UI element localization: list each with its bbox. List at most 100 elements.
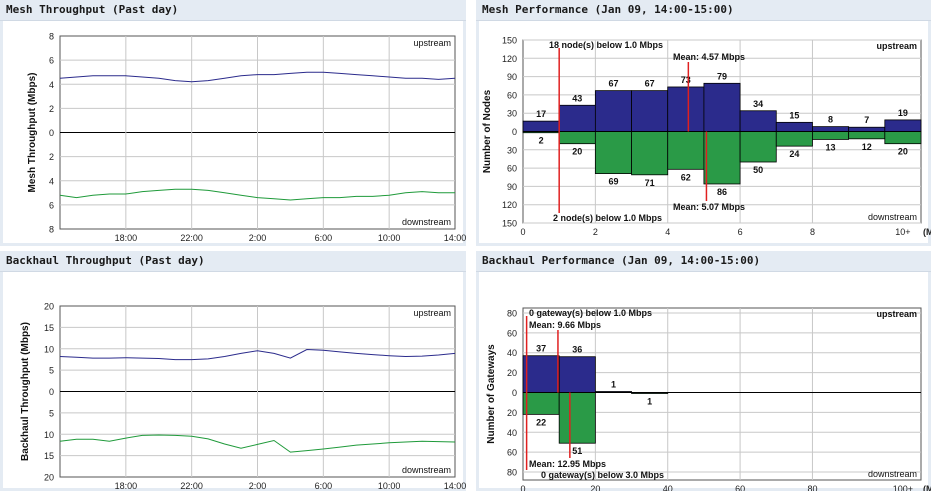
y-tick-label: 6 (49, 56, 54, 66)
upstream-bar (594, 90, 632, 132)
downstream-value-label: 12 (862, 142, 872, 152)
panel-title: Mesh Performance (Jan 09, 14:00-15:00) (482, 3, 734, 16)
panel-title: Mesh Throughput (Past day) (6, 3, 179, 16)
x-tick-label: 2:00 (249, 481, 267, 491)
upstream-value-label: 67 (645, 79, 655, 89)
y-axis-label: Number of Gateways (486, 344, 497, 444)
downstream-value-label: 2 (539, 136, 544, 146)
y-tick-label: 20 (44, 473, 54, 483)
x-tick-label: 60 (735, 484, 745, 491)
x-tick-label: 4 (665, 227, 670, 237)
downstream-value-label: 22 (536, 417, 546, 427)
downstream-value-label: 20 (572, 147, 582, 157)
upstream-mean-text: Mean: 9.66 Mbps (529, 320, 601, 330)
downstream-below-threshold-text: 2 node(s) below 1.0 Mbps (553, 213, 662, 223)
upstream-bar (703, 82, 741, 132)
downstream-value-label: 62 (681, 172, 691, 182)
panel-title: Backhaul Performance (Jan 09, 14:00-15:0… (482, 254, 761, 267)
panel-header: Backhaul Throughput (Past day) (0, 251, 466, 272)
upstream-value-label: 15 (789, 110, 799, 120)
downstream-bar (812, 131, 850, 140)
y-axis-label: Number of Nodes (482, 89, 493, 173)
y-tick-label: 15 (44, 323, 54, 333)
x-tick-label: 0 (520, 227, 525, 237)
y-tick-label: 15 (44, 451, 54, 461)
upstream-bar (739, 110, 777, 132)
y-tick-label: 10 (44, 430, 54, 440)
y-tick-label: 120 (502, 200, 517, 210)
y-tick-label: 30 (507, 109, 517, 119)
downstream-bar (667, 131, 705, 170)
y-tick-label: 20 (507, 408, 517, 418)
upstream-bar (812, 126, 850, 132)
upstream-label: upstream (876, 309, 917, 319)
x-tick-label: 6:00 (315, 481, 333, 491)
upstream-value-label: 36 (572, 345, 582, 355)
y-tick-label: 150 (502, 219, 517, 229)
downstream-series-line (59, 188, 455, 201)
x-tick-label: 80 (807, 484, 817, 491)
downstream-bar (703, 131, 741, 185)
downstream-bar (739, 131, 777, 163)
downstream-bar (775, 131, 813, 147)
y-tick-label: 6 (49, 200, 54, 210)
x-tick-label: 2:00 (249, 233, 267, 243)
downstream-value-label: 24 (789, 149, 799, 159)
y-tick-label: 60 (507, 328, 517, 338)
y-tick-label: 4 (49, 176, 54, 186)
y-tick-label: 40 (507, 348, 517, 358)
backhaul-performance-panel: Backhaul Performance (Jan 09, 14:00-15:0… (476, 251, 931, 491)
downstream-bar (848, 131, 886, 140)
downstream-below-threshold-text: 0 gateway(s) below 3.0 Mbps (541, 470, 664, 480)
upstream-value-label: 37 (536, 344, 546, 354)
downstream-value-label: 13 (826, 142, 836, 152)
downstream-value-label: 71 (645, 178, 655, 188)
x-tick-label: 10:00 (378, 233, 401, 243)
x-tick-label: 8 (810, 227, 815, 237)
y-tick-label: 10 (44, 344, 54, 354)
y-tick-label: 90 (507, 72, 517, 82)
mesh-performance-chart: 15012090603003060901201500246810+(Mbps)1… (482, 36, 931, 238)
downstream-bar (558, 131, 596, 145)
upstream-bar (558, 104, 596, 132)
downstream-series-line (59, 434, 456, 453)
mesh-throughput-chart: 8 6 4 2 0 2 4 6 8 18:00 22:00 2:00 6:00 10:00 14:00 ups… (27, 32, 466, 244)
x-tick-label: 22:00 (180, 481, 203, 491)
upstream-bar (775, 121, 813, 132)
downstream-bar (558, 392, 596, 444)
upstream-value-label: 79 (717, 71, 727, 81)
upstream-value-label: 19 (898, 108, 908, 118)
upstream-label: upstream (413, 308, 451, 318)
x-axis-unit: (Mbps (923, 484, 931, 491)
x-tick-label: 100+ (893, 484, 913, 491)
y-tick-label: 0 (512, 127, 517, 137)
y-tick-label: 2 (49, 104, 54, 114)
upstream-value-label: 34 (753, 99, 763, 109)
downstream-bar (522, 392, 560, 415)
y-axis-label: Mesh Throughput (Mbps) (27, 73, 38, 193)
upstream-value-label: 43 (572, 93, 582, 103)
backhaul-throughput-chart: 20 15 10 5 0 5 10 15 20 18:00 22:00 2:00 6:00 10:00 14… (20, 302, 466, 491)
downstream-value-label: 1 (647, 397, 652, 407)
upstream-value-label: 1 (611, 380, 616, 390)
downstream-bar (594, 131, 632, 174)
panel-title: Backhaul Throughput (Past day) (6, 254, 205, 267)
y-tick-label: 60 (507, 448, 517, 458)
downstream-label: downstream (868, 469, 917, 479)
x-tick-label: 20 (590, 484, 600, 491)
downstream-bar (631, 131, 669, 176)
y-tick-label: 4 (49, 80, 54, 90)
y-tick-label: 0 (49, 128, 54, 138)
upstream-bar (848, 126, 886, 132)
downstream-value-label: 51 (572, 446, 582, 456)
y-tick-label: 60 (507, 90, 517, 100)
downstream-label: downstream (868, 212, 917, 222)
y-tick-label: 8 (49, 32, 54, 42)
backhaul-performance-chart: 80604020020406080020406080100+(Mbps37223… (486, 307, 931, 491)
y-tick-label: 0 (49, 387, 54, 397)
panel-frame (476, 21, 931, 246)
x-tick-label: 2 (593, 227, 598, 237)
panel-header: Mesh Throughput (Past day) (0, 0, 466, 21)
upstream-bar (884, 119, 922, 132)
y-tick-label: 0 (512, 388, 517, 398)
